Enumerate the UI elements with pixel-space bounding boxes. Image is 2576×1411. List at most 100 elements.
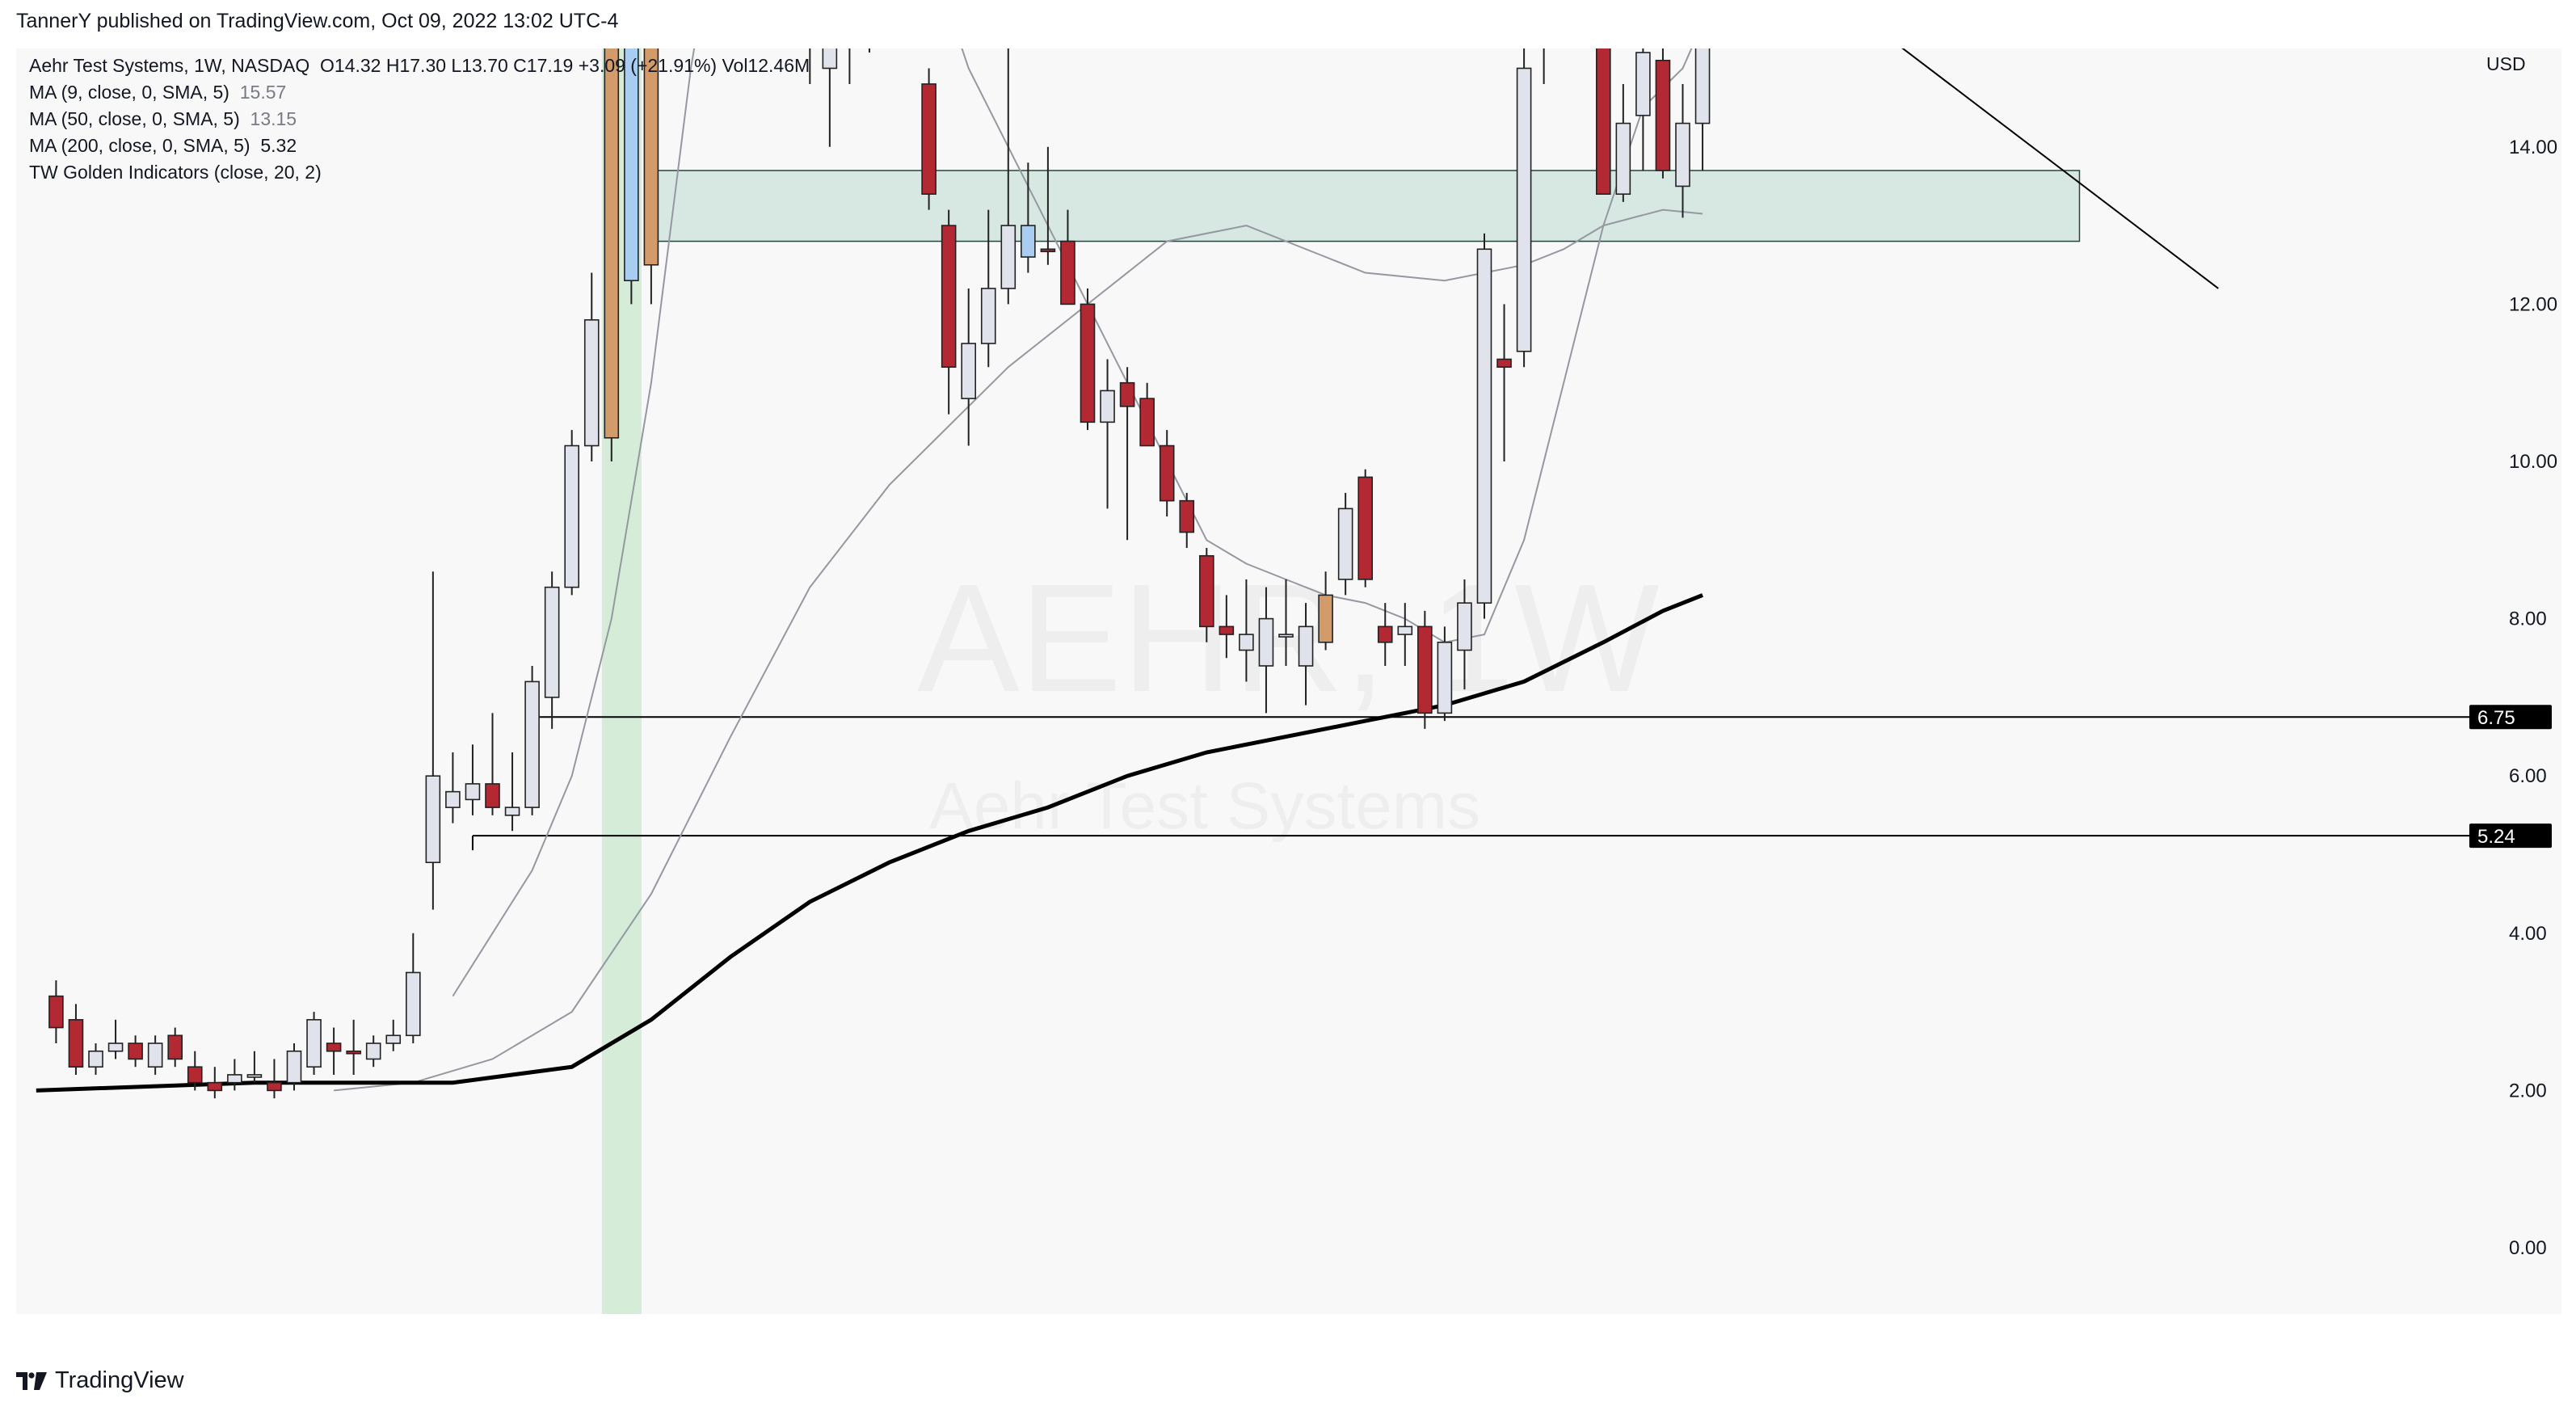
candle [1000, 225, 1017, 289]
price-tag-mid: 6.75 [2477, 707, 2515, 729]
price-tag-low: 5.24 [2477, 826, 2515, 848]
candle [1476, 248, 1492, 604]
candle [1635, 52, 1651, 116]
candle [504, 807, 520, 816]
price-tag-low-bg [2469, 823, 2552, 849]
legend-ma50-value: 13.15 [250, 108, 297, 129]
candle [564, 444, 580, 588]
candle [107, 1042, 124, 1052]
candle [544, 586, 560, 698]
candle [227, 1074, 242, 1084]
candle [465, 783, 481, 801]
candle [187, 1066, 203, 1084]
legend-ma9-value: 15.57 [239, 82, 287, 103]
legend-tw-label: TW Golden Indicators (close, 20, 2) [29, 162, 322, 183]
y-tick-label: 10.00 [2509, 451, 2557, 473]
legend-ma200[interactable]: MA (200, close, 0, SMA, 5) 5.32 [29, 135, 297, 157]
candle [1040, 248, 1056, 253]
candle [1199, 554, 1214, 628]
tradingview-logo-icon [16, 1371, 47, 1390]
legend-ohlc: O14.32 H17.30 L13.70 C17.19 +3.09 (+21.9… [320, 55, 810, 76]
price-tag-mid-bg [2469, 705, 2552, 730]
chart-frame[interactable]: AEHR, 1W Aehr Test Systems 0.00 2.00 4.00 6.0… [16, 48, 2561, 1319]
candle [1417, 625, 1433, 714]
y-tick-label: 4.00 [2509, 923, 2547, 945]
candle [1139, 398, 1155, 447]
candle [306, 1019, 322, 1068]
candle [1100, 390, 1115, 423]
legend-symbol[interactable]: Aehr Test Systems, 1W, NASDAQ O14.32 H17… [29, 55, 810, 77]
candle [1437, 641, 1453, 714]
candle [1655, 59, 1671, 171]
tradingview-brand: TradingView [55, 1367, 184, 1393]
candle [385, 1034, 402, 1044]
candle [583, 319, 600, 447]
legend-ma200-value: 5.32 [260, 135, 297, 156]
candle [1457, 602, 1472, 651]
candle [1278, 634, 1294, 638]
trendline [1901, 48, 2219, 289]
legend-symbol-text: Aehr Test Systems, 1W, NASDAQ [29, 55, 310, 76]
candle [1239, 634, 1254, 651]
candle [346, 1050, 361, 1055]
candle [1596, 48, 1611, 195]
candle [980, 288, 996, 344]
candle [88, 1050, 103, 1068]
candle [1337, 508, 1353, 580]
candle [1377, 625, 1393, 643]
candle [1060, 240, 1075, 305]
candle [68, 1019, 84, 1068]
candle [961, 343, 976, 399]
candle [207, 1081, 223, 1092]
watermark-symbol: AEHR, 1W [917, 553, 1659, 724]
candle [1179, 499, 1195, 533]
candle [1357, 476, 1373, 580]
candle [1675, 122, 1690, 187]
candle [604, 48, 620, 439]
y-tick-label: 2.00 [2509, 1080, 2547, 1101]
legend-ma200-label: MA (200, close, 0, SMA, 5) [29, 135, 250, 156]
price-chart[interactable]: AEHR, 1W Aehr Test Systems 0.00 2.00 4.00 6.0… [16, 48, 2561, 1319]
candle [1119, 381, 1135, 407]
candle [405, 971, 421, 1037]
y-tick-label: 6.00 [2509, 765, 2547, 787]
candle [1021, 225, 1036, 258]
candle [1318, 594, 1333, 643]
candle [1298, 625, 1314, 667]
candle [822, 48, 838, 69]
candle [286, 1050, 302, 1084]
candle [485, 783, 500, 808]
legend-tw-golden[interactable]: TW Golden Indicators (close, 20, 2) [29, 162, 322, 183]
candle [326, 1042, 342, 1052]
tradingview-logo[interactable]: TradingView [16, 1367, 184, 1394]
candle [48, 995, 64, 1029]
candle [147, 1042, 163, 1068]
y-tick-label: 8.00 [2509, 609, 2547, 630]
watermark-name: Aehr Test Systems [929, 769, 1480, 843]
candle [1397, 625, 1413, 635]
legend-ma50[interactable]: MA (50, close, 0, SMA, 5) 13.15 [29, 108, 297, 130]
candle [1615, 122, 1631, 195]
candle [941, 225, 957, 369]
candle [1258, 617, 1274, 667]
candle [246, 1074, 263, 1078]
support-zone [650, 170, 2081, 242]
candle [445, 790, 461, 808]
candle [425, 775, 441, 864]
legend-ma9-label: MA (9, close, 0, SMA, 5) [29, 82, 229, 103]
candle [365, 1042, 381, 1060]
candle [921, 83, 937, 195]
legend-ma9[interactable]: MA (9, close, 0, SMA, 5) 15.57 [29, 82, 286, 103]
candle [1496, 358, 1512, 369]
publish-header: TannerY published on TradingView.com, Oc… [16, 10, 619, 32]
candle [1219, 625, 1235, 635]
y-tick-label: 0.00 [2509, 1237, 2547, 1259]
candle [267, 1081, 282, 1092]
candle [1080, 303, 1096, 423]
ma200-line [36, 593, 1704, 1093]
candle [1516, 67, 1532, 352]
y-tick-label: 14.00 [2509, 137, 2557, 158]
legend-ma50-label: MA (50, close, 0, SMA, 5) [29, 108, 240, 129]
y-tick-label: 12.00 [2509, 293, 2557, 315]
candle [167, 1034, 183, 1060]
